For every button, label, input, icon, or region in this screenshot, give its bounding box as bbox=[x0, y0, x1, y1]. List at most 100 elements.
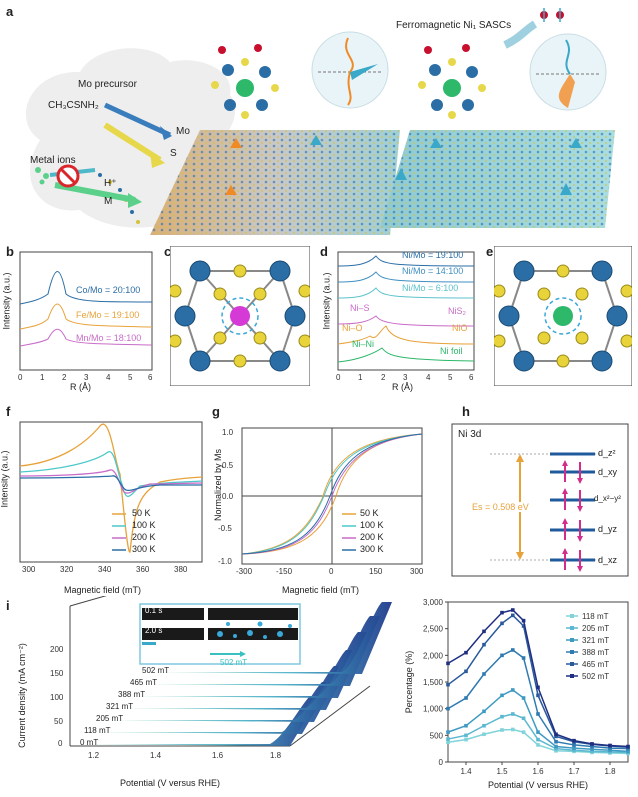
ni-o-label: Ni–O bbox=[342, 323, 363, 333]
svg-text:200: 200 bbox=[50, 645, 64, 654]
svg-text:380: 380 bbox=[174, 565, 188, 574]
f-legend-100k: 100 K bbox=[132, 520, 156, 530]
panel-label-a: a bbox=[6, 4, 14, 19]
ni-ni-label: Ni–Ni bbox=[352, 339, 375, 349]
svg-text:1.0: 1.0 bbox=[222, 428, 234, 437]
svg-text:1: 1 bbox=[40, 373, 45, 382]
y-tick-label: 0 bbox=[439, 758, 444, 767]
f-legend-50k: 50 K bbox=[132, 508, 151, 518]
prohibited-icon bbox=[56, 164, 80, 188]
x-tick-label: 1.7 bbox=[568, 767, 580, 776]
ni-s-label: Ni–S bbox=[350, 303, 370, 313]
svg-text:6: 6 bbox=[148, 373, 153, 382]
series-point bbox=[554, 749, 558, 753]
series-point bbox=[590, 747, 594, 751]
svg-text:4: 4 bbox=[426, 373, 431, 382]
panel-i-xlabel: Potential (V versus RHE) bbox=[120, 778, 221, 788]
svg-text:6: 6 bbox=[469, 373, 474, 382]
legend-marker bbox=[570, 674, 574, 678]
svg-text:50: 50 bbox=[54, 717, 63, 726]
series-point bbox=[536, 743, 540, 747]
series-point bbox=[464, 696, 468, 700]
panel-g-xlabel: Magnetic field (mT) bbox=[282, 585, 360, 595]
svg-text:340: 340 bbox=[98, 565, 112, 574]
level-dxz: d_xz bbox=[598, 555, 618, 565]
series-point bbox=[446, 737, 450, 741]
series-point bbox=[511, 712, 515, 716]
series-point bbox=[482, 672, 486, 676]
series-point bbox=[536, 712, 540, 716]
legend-label: 321 mT bbox=[582, 636, 609, 645]
g-legend-100k: 100 K bbox=[360, 520, 384, 530]
series-point bbox=[464, 669, 468, 674]
panel-label-g: g bbox=[212, 404, 220, 419]
svg-text:1.6: 1.6 bbox=[212, 751, 224, 760]
dos-bubble-right bbox=[529, 33, 607, 111]
series-point bbox=[554, 746, 558, 751]
spin-arrows bbox=[225, 135, 582, 195]
dopant-atom bbox=[230, 306, 250, 326]
inset-field-label: 502 mT bbox=[220, 658, 248, 667]
series-point bbox=[536, 693, 540, 698]
level-dyz: d_yz bbox=[598, 524, 618, 534]
svg-text:150: 150 bbox=[50, 669, 64, 678]
percentage-chart: 0 500 1,000 1,500 2,000 2,500 3,000 1.4 1.5 1.6 1.… bbox=[404, 598, 630, 790]
panel-label-b: b bbox=[6, 244, 14, 259]
fe-mo-label: Fe/Mo = 19:100 bbox=[76, 310, 140, 320]
panel-i-3d-lsv: 0 50 100 150 200 1.2 1.4 1.6 1.8 bbox=[50, 596, 392, 760]
panel-label-h: h bbox=[462, 404, 470, 419]
panel-d-ylabel: Intensity (a.u.) bbox=[321, 272, 332, 330]
svg-text:2: 2 bbox=[381, 373, 386, 382]
series-line bbox=[447, 728, 629, 755]
ni-3d-title: Ni 3d bbox=[458, 429, 482, 440]
x-tick-label: 1.4 bbox=[460, 767, 472, 776]
edge-atoms bbox=[98, 173, 140, 224]
svg-text:100: 100 bbox=[50, 693, 64, 702]
series-point bbox=[464, 733, 468, 738]
series-point bbox=[572, 748, 576, 753]
series-point bbox=[626, 744, 630, 749]
svg-text:-1.0: -1.0 bbox=[218, 557, 232, 566]
svg-text:150: 150 bbox=[369, 567, 383, 576]
series-point bbox=[554, 734, 558, 739]
svg-text:-0.5: -0.5 bbox=[218, 524, 232, 533]
level-dx2y2: d_x²−y² bbox=[594, 494, 621, 503]
legend-label: 502 mT bbox=[582, 672, 609, 681]
field-502: 502 mT bbox=[142, 666, 170, 675]
series-point bbox=[500, 728, 504, 732]
y-tick-label: 2,500 bbox=[423, 625, 444, 634]
panel-label-e: e bbox=[486, 244, 494, 259]
series-point bbox=[572, 738, 576, 743]
series-point bbox=[521, 716, 526, 721]
series-point bbox=[536, 737, 540, 742]
y-tick-label: 1,500 bbox=[423, 678, 444, 687]
dos-bubble-left bbox=[311, 31, 389, 109]
panel-i-ylabel: Current density (mA cm⁻²) bbox=[16, 643, 27, 748]
series-point bbox=[626, 749, 630, 754]
series-point bbox=[608, 748, 612, 753]
series-line bbox=[447, 713, 629, 754]
svg-text:4: 4 bbox=[106, 373, 111, 382]
s-label: S bbox=[170, 148, 177, 159]
ferromagnetic-label: Ferromagnetic Ni₁ SASCs bbox=[396, 20, 512, 31]
ni-foil-label: Ni foil bbox=[440, 346, 463, 356]
series-point bbox=[521, 656, 526, 660]
series-point bbox=[511, 688, 515, 692]
series-point bbox=[536, 730, 540, 734]
series-point bbox=[500, 653, 504, 658]
series-point bbox=[482, 642, 486, 647]
panel-a-schematic bbox=[25, 8, 615, 235]
series-point bbox=[500, 610, 504, 615]
bubble-inset bbox=[139, 603, 301, 665]
single-atom-cluster-right bbox=[418, 44, 486, 119]
series-point bbox=[464, 737, 468, 742]
es-label: Es = 0.508 eV bbox=[472, 502, 529, 512]
series-point bbox=[446, 682, 450, 687]
legend-marker bbox=[570, 650, 574, 654]
g-legend-50k: 50 K bbox=[360, 508, 379, 518]
series-line bbox=[447, 609, 629, 748]
mo-precursor-label: Mo precursor bbox=[78, 79, 137, 90]
series-point bbox=[572, 746, 576, 750]
field-321: 321 mT bbox=[106, 702, 134, 711]
series-point bbox=[536, 685, 540, 690]
